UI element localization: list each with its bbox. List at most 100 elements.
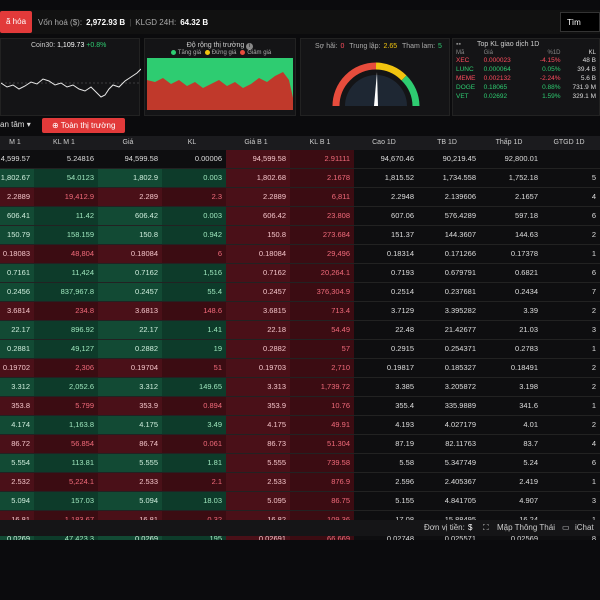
neutral-value: 2.65 <box>383 43 398 50</box>
table-cell <box>542 150 600 168</box>
table-cell: 11.42 <box>34 207 98 225</box>
table-row[interactable]: 0.2881 49,127 0.2882 19 0.2882 57 0.2915 0.2543… <box>0 340 600 359</box>
table-cell: 49.91 <box>290 416 354 434</box>
table-row[interactable]: 86.72 56.854 86.74 0.061 86.73 51.304 87.19 82.… <box>0 435 600 454</box>
greed-value: 5 <box>438 43 442 50</box>
table-row[interactable]: 2.2889 19,412.9 2.289 2.3 2.2889 6,811 2.2948 2… <box>0 188 600 207</box>
active-tab[interactable]: ã hóa <box>0 11 33 33</box>
table-row[interactable]: 0.7161 11,424 0.7162 1,516 0.7162 20,264.1 0.7… <box>0 264 600 283</box>
table-cell: 2 <box>542 359 600 377</box>
table-cell: 0.2882 <box>98 340 162 358</box>
fear-label: Sợ hãi: <box>315 43 338 50</box>
table-cell: 0.185327 <box>418 359 480 377</box>
table-cell: 0.6821 <box>480 264 542 282</box>
table-cell: 54.0123 <box>34 169 98 187</box>
table-cell: 22.48 <box>354 321 418 339</box>
table-cell: 335.9889 <box>418 397 480 415</box>
table-cell: 1,802.9 <box>98 169 162 187</box>
top-bar: ã hóa Vốn hoá ($): 2,972.93 B | KLGD 24H… <box>0 10 600 34</box>
top-price: 0.000023 <box>483 57 511 64</box>
column-header[interactable]: KL M 1 <box>53 139 75 146</box>
table-cell: 86.73 <box>226 435 290 453</box>
chat-link[interactable]: iChat <box>575 523 594 532</box>
table-cell: 1.41 <box>162 321 226 339</box>
column-header[interactable]: GTGD 1D <box>553 139 585 146</box>
top-volume-row[interactable]: DOGE 0.18065 0.88% 731.9 M <box>453 83 599 92</box>
watchlist-label: an tâm <box>0 120 25 129</box>
table-cell: 0.17378 <box>480 245 542 263</box>
table-row[interactable]: 1,802.67 54.0123 1,802.9 0.003 1,802.68 2.167… <box>0 169 600 188</box>
table-cell: 157.03 <box>34 492 98 510</box>
table-row[interactable]: 22.17 896.92 22.17 1.41 22.18 54.49 22.48 21.42… <box>0 321 600 340</box>
table-row[interactable]: 4.174 1,163.8 4.175 3.49 4.175 49.91 4.193 4.02… <box>0 416 600 435</box>
watchlist-dropdown[interactable]: an tâm ▾ <box>0 118 31 132</box>
table-cell: 94,670.46 <box>354 150 418 168</box>
table-row[interactable]: 353.8 5.799 353.9 0.894 353.9 10.76 355.4 335.9… <box>0 397 600 416</box>
filter-bar: an tâm ▾ ⊕ Toàn thị trường <box>0 118 600 134</box>
table-row[interactable]: 5.554 113.81 5.555 1.81 5.555 739.58 5.58 5.347… <box>0 454 600 473</box>
table-cell: 3.6813 <box>98 302 162 320</box>
top-volume-row[interactable]: VET 0.02692 1.59% 329.1 M <box>453 92 599 101</box>
top-volume: 5.6 B <box>580 75 597 82</box>
sentiment-panel[interactable]: Sợ hãi: 0 Trung lập: 2.65 Tham lam: 5 <box>300 38 450 116</box>
all-market-button[interactable]: ⊕ Toàn thị trường <box>42 118 126 133</box>
table-cell: 713.4 <box>290 302 354 320</box>
table-cell: 51 <box>162 359 226 377</box>
legend-flat: Đứng giá <box>211 50 237 57</box>
price-board-table: M 1 KL M 1 Giá KL Giá B 1 KL B 1 Cao 1D TB 1D Th… <box>0 136 600 568</box>
index-panel[interactable]: Coin30: 1,109.73 +0.8% <box>0 38 142 116</box>
column-header[interactable]: Cao 1D <box>372 139 396 146</box>
top-volume-row[interactable]: XEC 0.000023 -4.15% 48 B <box>453 56 599 65</box>
column-header[interactable]: Thấp 1D <box>495 139 523 146</box>
column-header[interactable]: KL <box>187 139 197 146</box>
table-cell: 0.7162 <box>98 264 162 282</box>
table-row[interactable]: 606.41 11.42 606.42 0.003 606.42 23.808 607.06… <box>0 207 600 226</box>
table-cell: 0.171266 <box>418 245 480 263</box>
top-volume-row[interactable]: LUNC 0.000064 0.05% 39.4 B <box>453 65 599 74</box>
table-cell: 5.094 <box>98 492 162 510</box>
table-cell: 55.4 <box>162 283 226 301</box>
column-header[interactable]: Giá <box>122 139 134 146</box>
table-row[interactable]: 0.18083 48,804 0.18084 6 0.18084 29,496 0.1831… <box>0 245 600 264</box>
table-row[interactable]: 150.79 158.159 150.8 0.942 150.8 273.684 151.3… <box>0 226 600 245</box>
table-cell: 1 <box>542 397 600 415</box>
table-row[interactable]: 3.6814 234.8 3.6813 148.6 3.6815 713.4 3.7129 3… <box>0 302 600 321</box>
separator: | <box>129 17 132 27</box>
table-cell: 6 <box>542 264 600 282</box>
table-cell: 6 <box>542 454 600 472</box>
table-cell: 151.37 <box>354 226 418 244</box>
table-cell: 3.395282 <box>418 302 480 320</box>
table-cell: 0.19704 <box>98 359 162 377</box>
market-breadth-panel[interactable]: Độ rộng thị trường i Tăng giá Đứng giá G… <box>144 38 296 116</box>
column-header[interactable]: Giá B 1 <box>244 139 268 146</box>
index-value: 1,109.73 <box>57 42 85 49</box>
table-cell: 57 <box>290 340 354 358</box>
top-volume-row[interactable]: MEME 0.002132 -2.24% 5.6 B <box>453 74 599 83</box>
table-cell: 2.533 <box>98 473 162 491</box>
currency-value[interactable]: $ <box>468 523 473 532</box>
table-cell: 5.554 <box>0 454 34 472</box>
table-row[interactable]: 0.19702 2,306 0.19704 51 0.19703 2,710 0.19817… <box>0 359 600 378</box>
column-header[interactable]: KL B 1 <box>309 139 331 146</box>
table-cell: 739.58 <box>290 454 354 472</box>
table-cell: 606.42 <box>226 207 290 225</box>
table-cell: 86.75 <box>290 492 354 510</box>
table-row[interactable]: 0.2456 837,967.8 0.2457 55.4 0.2457 376,304.9… <box>0 283 600 302</box>
column-header[interactable]: M 1 <box>9 139 21 146</box>
table-row[interactable]: 5.094 157.03 5.094 18.03 5.095 86.75 5.155 4.84… <box>0 492 600 511</box>
table-row[interactable]: 4,599.57 5.24816 94,599.58 0.00006 94,599.58… <box>0 150 600 169</box>
column-header[interactable]: TB 1D <box>437 139 457 146</box>
top-change: 1.59% <box>542 93 561 100</box>
table-row[interactable]: 3.312 2,052.6 3.312 149.65 3.313 1,739.72 3.38… <box>0 378 600 397</box>
table-cell: 2.3 <box>162 188 226 206</box>
table-cell: 896.92 <box>34 321 98 339</box>
table-cell: 2.532 <box>0 473 34 491</box>
table-cell: 113.81 <box>34 454 98 472</box>
table-row[interactable]: 2.532 5,224.1 2.533 2.1 2.533 876.9 2.596 2.405… <box>0 473 600 492</box>
map-icon: ⛶ <box>483 523 489 532</box>
table-cell: 4.907 <box>480 492 542 510</box>
search-input[interactable]: Tìm <box>560 12 600 32</box>
top-volume-panel[interactable]: ▪▪ Top KL giao dịch 1D Mã Giá %1D KL XEC… <box>452 38 600 116</box>
table-cell: 4.841705 <box>418 492 480 510</box>
heatmap-link[interactable]: Mặp Thông Thái <box>497 523 555 532</box>
